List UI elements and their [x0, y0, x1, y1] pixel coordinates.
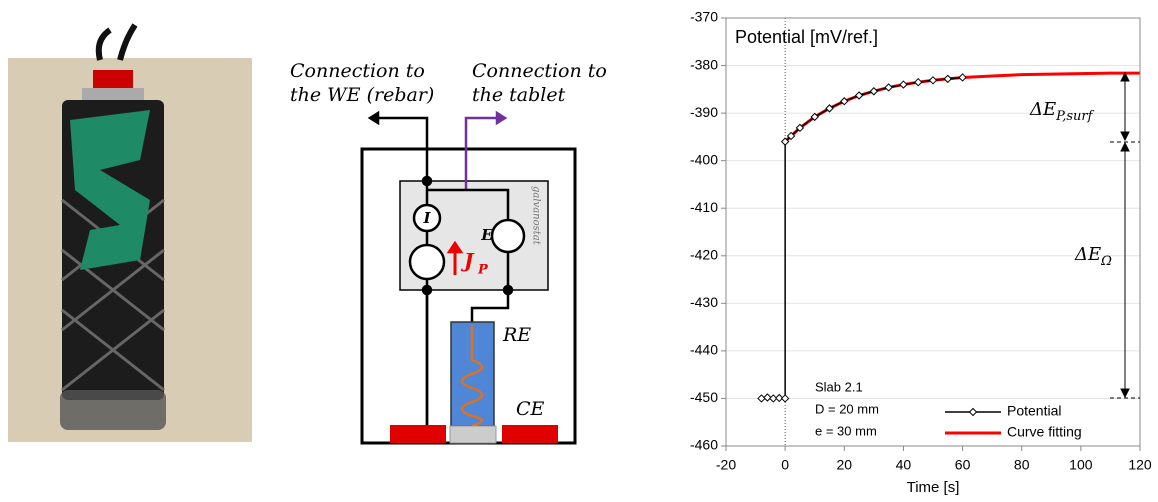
base — [60, 390, 166, 430]
marker — [959, 74, 966, 81]
y-tick-label: -460 — [690, 437, 718, 453]
chart-title: Potential [mV/ref.] — [735, 27, 878, 47]
label: galvanostat — [531, 186, 542, 246]
y-tick-label: -410 — [690, 199, 718, 215]
annotation-text: ΔE — [1029, 99, 1056, 120]
chart: -460 -450 -440 -430 -420 -410 -400 -390 -380 -370… — [690, 9, 1152, 473]
x-tick-label: 120 — [1128, 457, 1152, 473]
x-tick-label: 80 — [1014, 457, 1030, 473]
tablet-wire — [466, 118, 505, 190]
marker — [782, 395, 789, 402]
annotation: ΔEP,surf — [1029, 99, 1095, 124]
x-tick-label: 100 — [1069, 457, 1093, 473]
marker — [764, 394, 771, 401]
annotation-sub: P,surf — [1055, 109, 1095, 124]
legend-label: Curve fitting — [1007, 424, 1082, 440]
label: Connection to — [290, 60, 425, 82]
figure: Connection to the WE (rebar) Connection … — [0, 0, 1158, 497]
annotation: ΔEΩ — [1074, 244, 1112, 269]
x-tick-label: -20 — [716, 457, 736, 473]
node — [504, 286, 512, 294]
x-tick-label: 20 — [836, 457, 852, 473]
y-tick-label: -370 — [690, 9, 718, 25]
x-axis-label: Time [s] — [907, 479, 960, 496]
marker — [870, 88, 877, 95]
note: e = 30 mm — [815, 423, 877, 438]
label: the tablet — [472, 84, 566, 106]
cable — [99, 25, 135, 60]
marker — [944, 75, 951, 82]
legend-label: Potential — [1007, 403, 1061, 419]
series-line — [785, 73, 1140, 141]
y-tick-label: -450 — [690, 389, 718, 405]
counter-electrode — [502, 425, 558, 443]
connector — [93, 70, 133, 90]
voltmeter — [492, 220, 524, 252]
series-line — [761, 77, 962, 398]
label: RE — [502, 324, 531, 346]
node — [423, 286, 431, 294]
label: P — [477, 263, 489, 278]
marker — [915, 79, 922, 86]
label: E — [480, 226, 493, 244]
annotation-sub: Ω — [1100, 254, 1112, 269]
y-tick-label: -400 — [690, 151, 718, 167]
annotation-text: ΔE — [1074, 244, 1101, 265]
y-tick-label: -390 — [690, 104, 718, 120]
marker — [885, 84, 892, 91]
arrow — [497, 113, 505, 123]
label: CE — [516, 398, 545, 420]
label: Connection to — [472, 60, 607, 82]
counter-electrode — [390, 425, 446, 443]
note: D = 20 mm — [815, 401, 879, 416]
label: I — [422, 209, 431, 227]
circuit — [362, 113, 575, 443]
cap — [82, 88, 144, 102]
annotations — [1110, 73, 1140, 398]
marker — [900, 81, 907, 88]
x-tick-label: 60 — [955, 457, 971, 473]
current-source — [410, 245, 444, 279]
y-tick-label: -420 — [690, 246, 718, 262]
label: the WE (rebar) — [290, 84, 434, 106]
x-tick-label: 40 — [896, 457, 912, 473]
y-tick-label: -430 — [690, 294, 718, 310]
membrane — [450, 426, 496, 443]
x-tick-label: 0 — [781, 457, 789, 473]
legend-marker — [970, 409, 977, 416]
marker — [930, 77, 937, 84]
node — [423, 177, 431, 185]
arrow — [370, 113, 378, 123]
y-tick-label: -380 — [690, 56, 718, 72]
marker — [758, 395, 765, 402]
sensor-photo — [8, 25, 252, 442]
y-tick-label: -440 — [690, 342, 718, 358]
note: Slab 2.1 — [815, 379, 863, 394]
